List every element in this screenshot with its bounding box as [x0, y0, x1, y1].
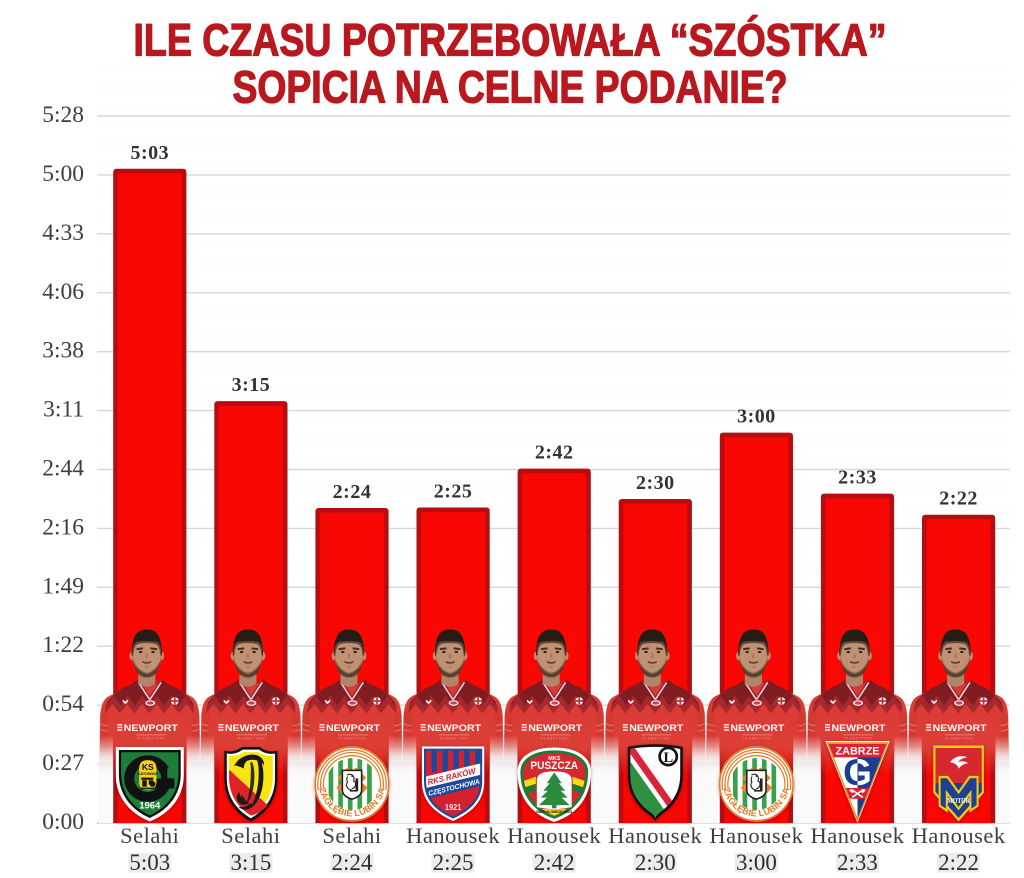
svg-text:2:16: 2:16 — [42, 514, 84, 540]
svg-text:Hanousek: Hanousek — [507, 823, 601, 848]
svg-text:2:25: 2:25 — [433, 850, 474, 875]
svg-text:2:22: 2:22 — [939, 488, 978, 510]
svg-text:Hanousek: Hanousek — [406, 823, 500, 848]
svg-text:2:33: 2:33 — [838, 467, 877, 489]
svg-text:1:22: 1:22 — [42, 632, 84, 658]
svg-text:Selahi: Selahi — [120, 823, 179, 848]
svg-text:4:06: 4:06 — [42, 279, 84, 305]
svg-text:2:33: 2:33 — [837, 850, 878, 875]
svg-text:4:33: 4:33 — [42, 220, 84, 246]
svg-text:3:00: 3:00 — [737, 406, 776, 428]
svg-text:2:22: 2:22 — [938, 850, 979, 875]
svg-text:2:42: 2:42 — [535, 442, 574, 464]
svg-text:5:28: 5:28 — [42, 102, 84, 128]
svg-text:0:27: 0:27 — [42, 750, 84, 776]
svg-text:2:24: 2:24 — [332, 850, 373, 875]
svg-text:2:30: 2:30 — [636, 472, 675, 494]
svg-text:5:03: 5:03 — [130, 142, 169, 164]
svg-text:5:00: 5:00 — [42, 161, 84, 187]
svg-text:SOPICIA NA CELNE PODANIE?: SOPICIA NA CELNE PODANIE? — [233, 62, 788, 113]
svg-text:3:11: 3:11 — [43, 397, 84, 423]
svg-text:Selahi: Selahi — [322, 823, 381, 848]
svg-text:Selahi: Selahi — [221, 823, 280, 848]
svg-text:5:03: 5:03 — [129, 850, 170, 875]
svg-text:3:15: 3:15 — [232, 374, 271, 396]
svg-text:3:15: 3:15 — [230, 850, 271, 875]
svg-text:2:25: 2:25 — [434, 481, 473, 503]
svg-text:Hanousek: Hanousek — [912, 823, 1006, 848]
svg-text:0:00: 0:00 — [42, 809, 84, 835]
svg-text:Hanousek: Hanousek — [811, 823, 905, 848]
svg-text:2:44: 2:44 — [42, 456, 84, 482]
svg-text:Hanousek: Hanousek — [608, 823, 702, 848]
svg-text:2:30: 2:30 — [635, 850, 676, 875]
svg-text:ILE CZASU POTRZEBOWAŁA “SZÓSTK: ILE CZASU POTRZEBOWAŁA “SZÓSTKA” — [134, 14, 887, 66]
svg-text:3:00: 3:00 — [736, 850, 777, 875]
svg-text:0:54: 0:54 — [42, 691, 84, 717]
svg-text:1:49: 1:49 — [42, 573, 84, 599]
svg-text:2:24: 2:24 — [333, 481, 372, 503]
svg-text:Hanousek: Hanousek — [709, 823, 803, 848]
svg-text:3:38: 3:38 — [42, 338, 84, 364]
svg-text:2:42: 2:42 — [534, 850, 575, 875]
